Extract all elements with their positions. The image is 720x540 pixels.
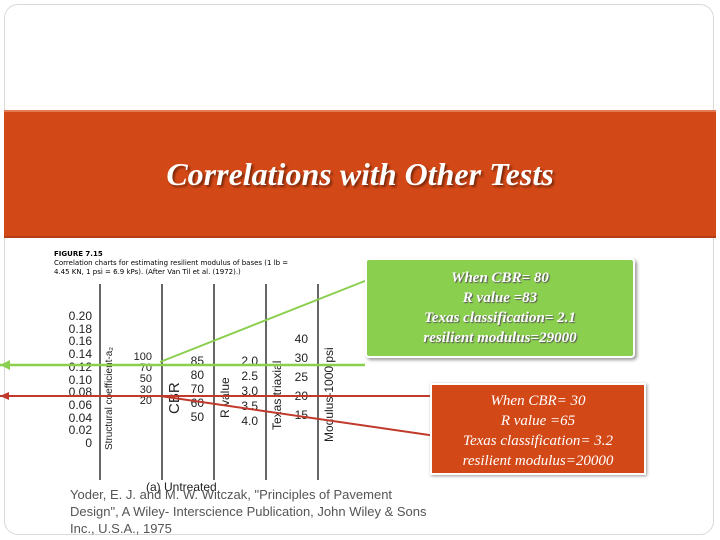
callout-cbr-30-line3: Texas classification= 3.2 [463,433,613,449]
red-pointer-line [159,395,437,437]
title-band [4,110,716,238]
figure-caption: FIGURE 7.15 Correlation charts for estim… [54,250,304,277]
callout-cbr-80-line3: Texas classification= 2.1 [424,310,576,326]
callout-cbr-30: When CBR= 30 R value =65 Texas classific… [430,383,646,475]
callout-cbr-80: When CBR= 80 R value =83 Texas classific… [365,258,635,358]
figure-subcaption: (a) Untreated [146,480,217,494]
callout-cbr-30-line1: When CBR= 30 [490,393,586,409]
callout-cbr-30-line2: R value =65 [500,413,576,429]
structural-coefficient-scale: 0.20 0.18 0.16 0.14 0.12 0.10 0.08 0.06 … [68,309,92,451]
reference-citation: Yoder, E. J. and M. W. Witczak, "Princip… [70,487,427,536]
callout-cbr-80-line4: resilient modulus=29000 [423,330,577,346]
cbr-scale: 100 70 50 30 20 [133,351,152,407]
callout-cbr-80-line2: R value =83 [462,290,538,306]
callout-cbr-30-line4: resilient modulus=20000 [462,453,614,469]
nomograph-scales [99,284,319,480]
green-arrow-icon [0,360,10,370]
slide-title: Correlations with Other Tests [166,156,554,192]
correlation-figure: FIGURE 7.15 Correlation charts for estim… [50,244,422,494]
callout-cbr-80-line1: When CBR= 80 [451,270,549,286]
slide-frame [4,4,714,535]
figure-label: FIGURE 7.15 [54,250,103,258]
red-arrow-icon [0,392,9,400]
figure-caption-text: Correlation charts for estimating resili… [54,259,289,276]
green-pointer-line [159,274,381,363]
